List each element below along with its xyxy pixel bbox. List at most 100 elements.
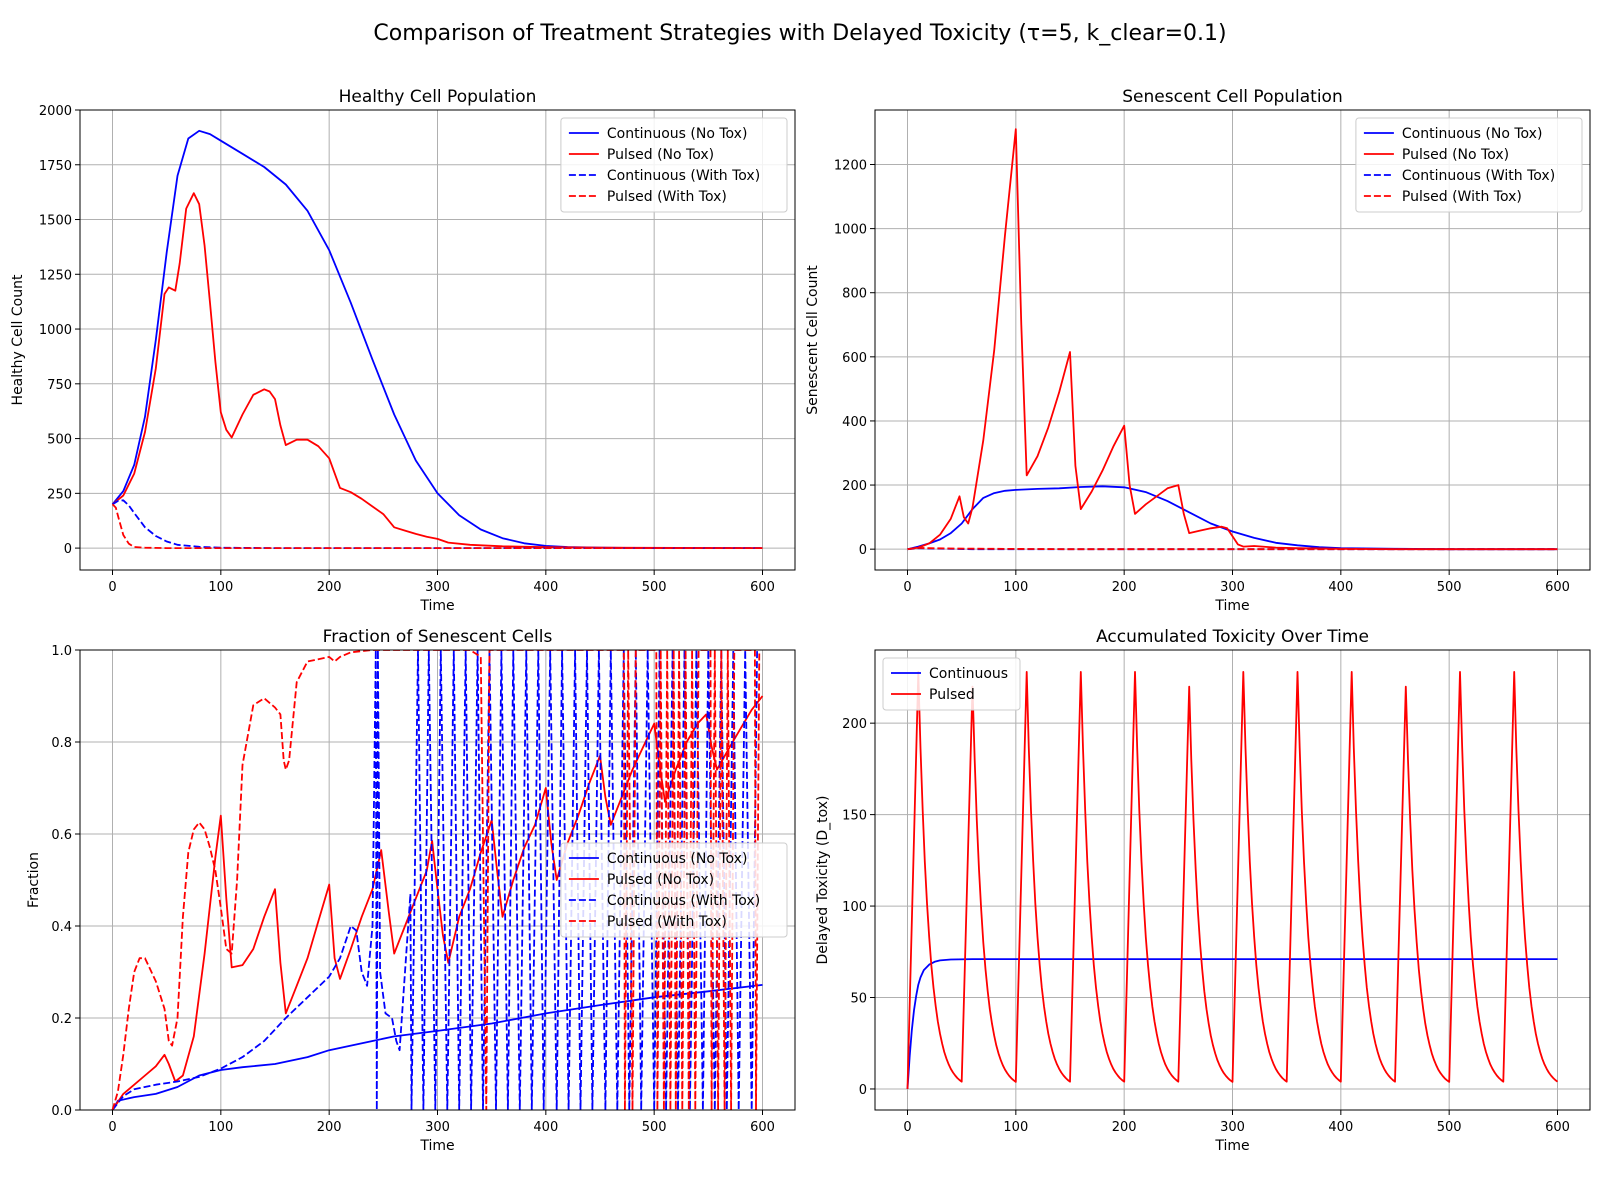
y-tick-label: 1750 <box>39 159 72 174</box>
subplot-toxicity: 0 100 200 300 400 500 600 0 50 100 150 200 Accumulat… <box>815 627 1591 1154</box>
x-tick-label: 500 <box>642 580 667 595</box>
ticks: 0 100 200 300 400 500 600 0.0 0.2 0.4 0.6 0.8 1.0 <box>51 644 775 1135</box>
y-tick-label: 1000 <box>834 223 867 238</box>
ticks: 0 100 200 300 400 500 600 0 50 100 150 200 <box>842 717 1570 1135</box>
legend-label: Continuous (With Tox) <box>607 893 760 909</box>
figure-suptitle: Comparison of Treatment Strategies with … <box>373 21 1226 46</box>
y-tick-label: 0 <box>859 1083 867 1098</box>
series-continuous-with-tox <box>112 499 763 549</box>
y-tick-label: 0 <box>64 542 72 557</box>
series-pulsed-with-tox <box>111 503 763 549</box>
y-axis-label: Healthy Cell Count <box>10 274 26 405</box>
x-tick-label: 0 <box>903 1120 911 1135</box>
axes-frame <box>79 109 796 571</box>
legend-label: Continuous (No Tox) <box>607 126 748 142</box>
x-tick-label: 200 <box>317 580 342 595</box>
axes-frame <box>79 649 796 1111</box>
x-tick-label: 300 <box>425 580 450 595</box>
y-tick-label: 200 <box>842 717 867 732</box>
legend-box <box>560 842 788 938</box>
series-continuous <box>906 958 1558 1090</box>
series-pulsed <box>906 671 1559 1090</box>
y-tick-label: 1200 <box>834 158 867 173</box>
legend-label: Continuous (With Tox) <box>1402 168 1555 184</box>
y-axis-label: Delayed Toxicity (D_tox) <box>815 795 831 964</box>
legend-label: Continuous (No Tox) <box>607 851 748 867</box>
x-tick-label: 200 <box>317 1120 342 1135</box>
x-tick-label: 600 <box>1545 580 1570 595</box>
x-tick-label: 300 <box>1220 580 1245 595</box>
y-tick-label: 50 <box>850 992 867 1007</box>
y-tick-label: 100 <box>842 900 867 915</box>
series-group <box>906 671 1559 1090</box>
y-tick-label: 250 <box>47 487 72 502</box>
grid <box>875 650 1590 1110</box>
series-group <box>907 128 1558 551</box>
legend: Continuous (No Tox) Pulsed (No Tox) Contin… <box>560 117 788 213</box>
y-tick-label: 800 <box>842 287 867 302</box>
x-tick-label: 400 <box>533 580 558 595</box>
legend: Continuous Pulsed <box>882 657 1021 711</box>
x-tick-label: 400 <box>1328 1120 1353 1135</box>
series-continuous-with-tox <box>111 650 758 1110</box>
series-pulsed-with-tox <box>907 547 1558 551</box>
legend-label: Pulsed (No Tox) <box>1402 147 1509 163</box>
x-tick-label: 500 <box>1437 1120 1462 1135</box>
axes-frame <box>874 649 1591 1111</box>
y-tick-label: 400 <box>842 415 867 430</box>
x-tick-label: 200 <box>1112 580 1137 595</box>
legend-label: Pulsed (With Tox) <box>1402 189 1522 205</box>
y-tick-label: 0.6 <box>51 828 72 843</box>
legend-box <box>1355 117 1583 213</box>
legend-label: Continuous (No Tox) <box>1402 126 1543 142</box>
x-tick-label: 300 <box>425 1120 450 1135</box>
x-axis-label: Time <box>1214 598 1249 614</box>
legend-label: Continuous <box>929 666 1008 682</box>
y-tick-label: 500 <box>47 433 72 448</box>
x-tick-label: 100 <box>208 580 233 595</box>
x-tick-label: 500 <box>1437 580 1462 595</box>
x-tick-label: 0 <box>108 1120 116 1135</box>
plot-title: Accumulated Toxicity Over Time <box>1096 627 1369 647</box>
x-tick-label: 0 <box>108 580 116 595</box>
y-axis-label: Senescent Cell Count <box>805 265 821 415</box>
y-tick-label: 0 <box>859 543 867 558</box>
legend-label: Pulsed (No Tox) <box>607 147 714 163</box>
y-tick-label: 200 <box>842 479 867 494</box>
series-pulsed-no-tox <box>111 695 764 1110</box>
legend: Continuous (No Tox) Pulsed (No Tox) Contin… <box>1355 117 1583 213</box>
x-tick-label: 600 <box>750 580 775 595</box>
ticks: 0 100 200 300 400 500 600 0 250 500 750 1000 1250 150… <box>39 104 775 595</box>
x-tick-label: 600 <box>750 1120 775 1135</box>
x-tick-label: 300 <box>1220 1120 1245 1135</box>
x-axis-label: Time <box>419 598 454 614</box>
y-tick-label: 2000 <box>39 104 72 119</box>
x-tick-label: 200 <box>1112 1120 1137 1135</box>
series-group <box>111 650 764 1110</box>
y-tick-label: 0.8 <box>51 736 72 751</box>
x-axis-label: Time <box>1214 1138 1249 1154</box>
plot-title: Fraction of Senescent Cells <box>323 627 553 647</box>
x-tick-label: 600 <box>1545 1120 1570 1135</box>
subplot-fraction: 0 100 200 300 400 500 600 0.0 0.2 0.4 0.6 0.8 1.0 Fra… <box>26 627 796 1154</box>
y-tick-label: 750 <box>47 378 72 393</box>
axes-frame <box>874 109 1591 571</box>
ticks: 0 100 200 300 400 500 600 0 200 400 600 800 1000 1200 <box>834 158 1570 595</box>
subplot-healthy: 0 100 200 300 400 500 600 0 250 500 750 1000 1250 150… <box>10 87 796 614</box>
x-tick-label: 400 <box>1328 580 1353 595</box>
legend: Continuous (No Tox) Pulsed (No Tox) Contin… <box>560 842 788 938</box>
x-axis-label: Time <box>419 1138 454 1154</box>
legend-label: Pulsed <box>929 687 975 703</box>
x-tick-label: 100 <box>1003 580 1028 595</box>
y-tick-label: 150 <box>842 809 867 824</box>
x-tick-label: 100 <box>1003 1120 1028 1135</box>
legend-label: Pulsed (With Tox) <box>607 189 727 205</box>
legend-label: Continuous (With Tox) <box>607 168 760 184</box>
legend-box <box>560 117 788 213</box>
subplots: 0 100 200 300 400 500 600025050075010001250150… <box>10 87 1591 1154</box>
series-pulsed-with-tox <box>111 650 761 1110</box>
y-tick-label: 0.4 <box>51 920 72 935</box>
series-continuous-no-tox <box>907 485 1558 551</box>
